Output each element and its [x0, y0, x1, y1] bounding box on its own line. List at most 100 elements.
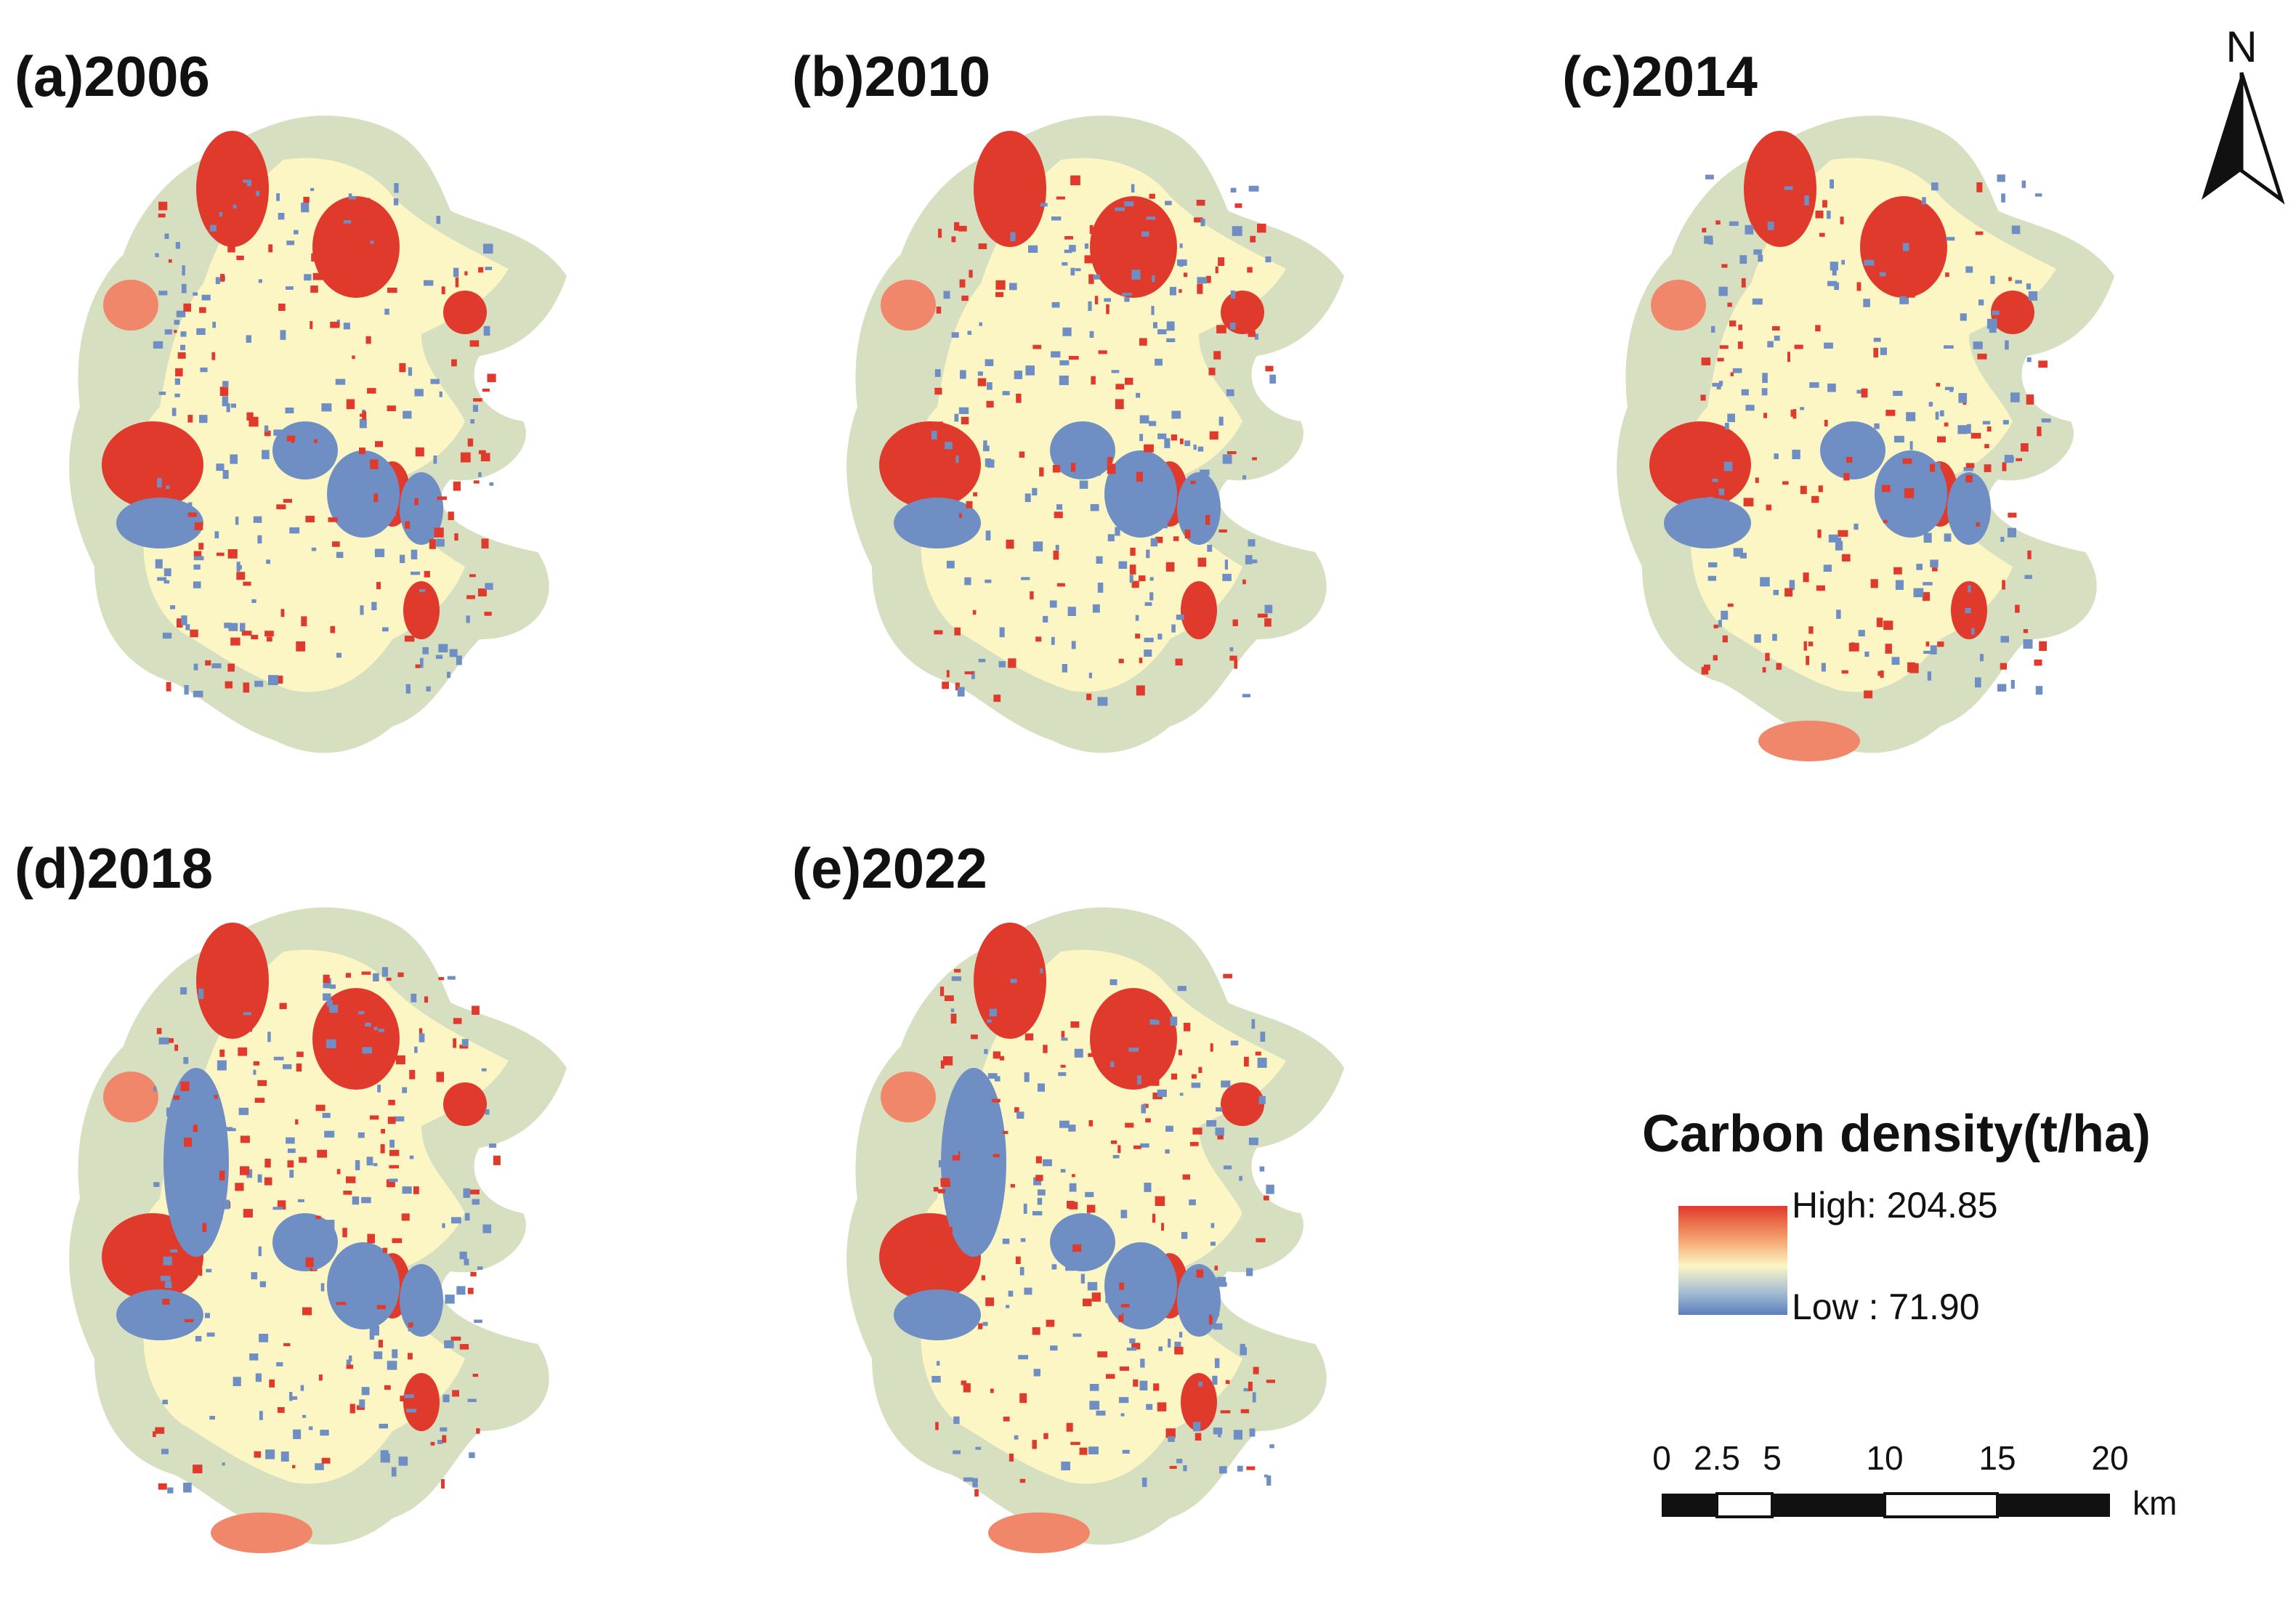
land-pixel-cluster	[2000, 536, 2005, 542]
land-pixel-cluster	[293, 1429, 302, 1439]
land-pixel-cluster	[1701, 667, 1709, 675]
land-pixel-cluster	[415, 664, 421, 668]
land-pixel-cluster	[1893, 493, 1902, 502]
land-pixel-cluster	[360, 1021, 365, 1025]
land-pixel-cluster	[464, 271, 468, 276]
land-pixel-cluster	[1214, 1265, 1218, 1271]
land-pixel-cluster	[294, 230, 299, 235]
land-pixel-cluster	[180, 344, 185, 351]
land-pixel-cluster	[942, 681, 949, 689]
land-pixel-cluster	[291, 1396, 298, 1400]
land-pixel-cluster	[1776, 663, 1782, 670]
land-pixel-cluster	[195, 1336, 202, 1342]
land-pixel-cluster	[1944, 422, 1949, 427]
land-pixel-cluster	[441, 1479, 445, 1489]
land-pixel-cluster	[379, 1423, 388, 1429]
land-pixel-cluster	[945, 442, 953, 450]
land-pixel-cluster	[386, 977, 392, 981]
land-pixel-cluster	[1835, 540, 1843, 551]
land-pixel-cluster	[437, 1440, 443, 1444]
land-pixel-cluster	[2034, 659, 2042, 666]
land-pixel-cluster	[1843, 473, 1850, 481]
land-pixel-cluster	[1873, 337, 1881, 342]
land-pixel-cluster	[1712, 478, 1718, 482]
land-pixel-cluster	[1112, 1154, 1120, 1159]
land-pixel-cluster	[349, 1355, 352, 1362]
land-pixel-cluster	[1118, 1313, 1124, 1322]
land-pixel-cluster	[201, 187, 209, 191]
land-pixel-cluster	[424, 996, 429, 1003]
land-pixel-cluster	[376, 1305, 386, 1310]
land-pixel-cluster	[1157, 633, 1163, 640]
land-pixel-cluster	[1032, 344, 1042, 349]
land-pixel-cluster	[255, 1373, 262, 1382]
land-pixel-cluster	[199, 415, 208, 424]
land-pixel-cluster	[1193, 1422, 1201, 1432]
land-pixel-cluster	[1213, 1427, 1223, 1435]
north-label: N	[2226, 23, 2257, 71]
carbon-density-map	[69, 907, 567, 1553]
land-pixel-cluster	[1069, 245, 1076, 252]
land-pixel-cluster	[227, 1127, 236, 1132]
land-pixel-cluster	[328, 517, 338, 522]
land-pixel-cluster	[1767, 341, 1774, 348]
land-pixel-cluster	[278, 303, 286, 311]
land-pixel-cluster	[1049, 600, 1057, 608]
land-pixel-cluster	[259, 1281, 266, 1287]
map-panel-2014: (c)2014	[1562, 44, 2296, 828]
land-pixel-cluster	[1168, 1338, 1171, 1348]
land-pixel-cluster	[1210, 1242, 1216, 1246]
land-pixel-cluster	[399, 363, 406, 373]
land-pixel-cluster	[380, 1248, 385, 1258]
land-pixel-cluster	[973, 492, 978, 497]
land-pixel-cluster	[158, 291, 168, 296]
high-carbon-patch	[312, 196, 400, 298]
land-pixel-cluster	[219, 1049, 225, 1057]
land-pixel-cluster	[1084, 243, 1089, 249]
land-pixel-cluster	[1247, 267, 1253, 273]
land-pixel-cluster	[1129, 564, 1136, 575]
land-pixel-cluster	[1131, 1265, 1139, 1272]
land-pixel-cluster	[1051, 1264, 1057, 1270]
land-pixel-cluster	[356, 1311, 363, 1321]
land-pixel-cluster	[413, 1314, 423, 1321]
land-pixel-cluster	[1191, 1074, 1197, 1079]
land-pixel-cluster	[1033, 1177, 1042, 1186]
land-pixel-cluster	[1899, 296, 1909, 304]
land-pixel-cluster	[1707, 522, 1711, 532]
medium-carbon-patch	[881, 280, 936, 331]
land-pixel-cluster	[459, 1045, 469, 1049]
land-pixel-cluster	[1264, 1474, 1268, 1478]
land-pixel-cluster	[369, 1325, 379, 1336]
land-pixel-cluster	[304, 274, 312, 281]
land-pixel-cluster	[1932, 567, 1938, 572]
land-pixel-cluster	[405, 684, 411, 694]
land-pixel-cluster	[156, 1028, 162, 1034]
land-pixel-cluster	[1145, 1118, 1151, 1123]
medium-carbon-patch	[103, 1072, 158, 1122]
land-pixel-cluster	[183, 1482, 192, 1493]
land-pixel-cluster	[2023, 629, 2029, 633]
land-pixel-cluster	[1019, 1393, 1027, 1404]
land-pixel-cluster	[1233, 1430, 1242, 1440]
land-pixel-cluster	[407, 510, 416, 515]
land-pixel-cluster	[1971, 628, 1975, 635]
land-pixel-cluster	[938, 1188, 945, 1194]
land-pixel-cluster	[153, 1086, 157, 1092]
land-pixel-cluster	[264, 430, 271, 437]
land-pixel-cluster	[1255, 1051, 1261, 1056]
land-pixel-cluster	[249, 1353, 259, 1361]
land-pixel-cluster	[1091, 376, 1096, 385]
land-pixel-cluster	[1043, 1433, 1048, 1439]
land-pixel-cluster	[1177, 986, 1187, 992]
land-pixel-cluster	[1019, 1478, 1026, 1483]
land-pixel-cluster	[1982, 421, 1991, 425]
land-pixel-cluster	[483, 243, 493, 254]
land-pixel-cluster	[1093, 469, 1101, 476]
land-pixel-cluster	[1157, 1089, 1167, 1097]
land-pixel-cluster	[978, 658, 986, 663]
land-pixel-cluster	[373, 493, 379, 503]
land-pixel-cluster	[1089, 331, 1094, 338]
land-pixel-cluster	[155, 1427, 165, 1434]
land-pixel-cluster	[164, 233, 169, 239]
